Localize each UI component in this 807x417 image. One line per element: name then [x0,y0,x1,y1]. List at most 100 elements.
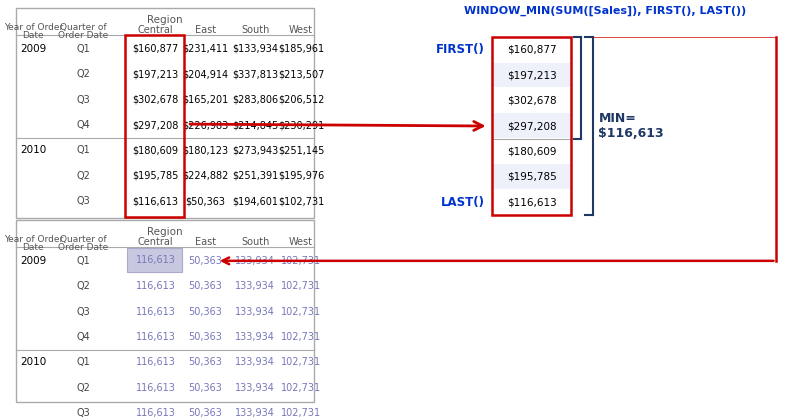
Text: $180,609: $180,609 [507,146,556,156]
Text: 116,613: 116,613 [136,256,176,266]
Text: Quarter of: Quarter of [60,23,107,33]
Text: 116,613: 116,613 [136,332,176,342]
Text: 133,934: 133,934 [235,332,275,342]
Bar [16,220,315,402]
Text: Q1: Q1 [76,256,90,266]
Text: 102,731: 102,731 [281,383,321,393]
Bar [17,248,313,273]
Text: 2010: 2010 [20,146,46,156]
Text: South: South [241,237,270,247]
Text: $213,507: $213,507 [278,69,324,79]
Text: 102,731: 102,731 [281,306,321,317]
Text: $230,291: $230,291 [278,120,324,130]
Text: $160,877: $160,877 [507,45,556,55]
Bar [16,8,315,218]
Text: $273,943: $273,943 [232,146,278,156]
Text: $165,201: $165,201 [182,95,228,105]
Bar [17,375,313,399]
Bar [493,139,570,163]
Text: $283,806: $283,806 [232,95,278,105]
Bar [17,87,313,111]
Text: $50,363: $50,363 [186,196,225,206]
Bar [17,138,313,162]
Text: Order Date: Order Date [58,243,108,252]
Text: Date: Date [23,31,44,40]
Text: 50,363: 50,363 [189,306,223,317]
Text: West: West [289,237,313,247]
Text: Year of Order: Year of Order [3,236,63,244]
Text: 116,613: 116,613 [136,383,176,393]
Text: $180,609: $180,609 [132,146,178,156]
Text: 116,613: 116,613 [136,281,176,291]
Text: $180,123: $180,123 [182,146,228,156]
Text: $251,145: $251,145 [278,146,324,156]
Text: $133,934: $133,934 [232,44,278,54]
Bar [17,350,313,374]
Bar [493,113,570,138]
Bar [493,164,570,188]
Text: $116,613: $116,613 [507,197,556,207]
Text: Quarter of: Quarter of [60,236,107,244]
Text: $197,213: $197,213 [132,69,179,79]
Text: Q3: Q3 [76,95,90,105]
Text: Year of Order: Year of Order [3,23,63,33]
Text: 50,363: 50,363 [189,383,223,393]
Bar [127,248,182,271]
Text: $297,208: $297,208 [507,121,556,131]
Text: 133,934: 133,934 [235,408,275,417]
Bar [17,299,313,323]
Bar [17,401,313,417]
Bar [493,88,570,112]
Text: 102,731: 102,731 [281,357,321,367]
Bar [17,112,313,137]
Text: $226,983: $226,983 [182,120,228,130]
Text: Q3: Q3 [76,306,90,317]
Bar [17,36,313,60]
Text: 50,363: 50,363 [189,332,223,342]
Text: 50,363: 50,363 [189,256,223,266]
Text: $224,882: $224,882 [182,171,228,181]
Text: $116,613: $116,613 [132,196,178,206]
Text: Q3: Q3 [76,408,90,417]
Text: 133,934: 133,934 [235,383,275,393]
Bar [17,163,313,188]
Bar [17,62,313,86]
Text: Order Date: Order Date [58,31,108,40]
Text: FIRST(): FIRST() [436,43,485,56]
Text: Q2: Q2 [76,383,90,393]
Text: Q1: Q1 [76,357,90,367]
Text: $206,512: $206,512 [278,95,324,105]
Bar [125,35,184,217]
Text: Region: Region [148,226,183,236]
Bar [493,37,570,62]
Text: $160,877: $160,877 [132,44,179,54]
Text: Q2: Q2 [76,171,90,181]
Text: West: West [289,25,313,35]
Bar [17,274,313,298]
Text: 102,731: 102,731 [281,408,321,417]
Text: 116,613: 116,613 [136,408,176,417]
Text: Q1: Q1 [76,44,90,54]
Text: $204,914: $204,914 [182,69,228,79]
Text: $337,813: $337,813 [232,69,278,79]
Text: $185,961: $185,961 [278,44,324,54]
Text: $231,411: $231,411 [182,44,228,54]
Text: $195,785: $195,785 [507,172,556,182]
Text: $297,208: $297,208 [132,120,179,130]
Text: WINDOW_MIN(SUM([Sales]), FIRST(), LAST()): WINDOW_MIN(SUM([Sales]), FIRST(), LAST()… [464,6,746,16]
Text: $194,601: $194,601 [232,196,278,206]
Bar [492,37,571,215]
Text: 116,613: 116,613 [136,306,176,317]
Text: 102,731: 102,731 [281,256,321,266]
Text: 133,934: 133,934 [235,306,275,317]
Text: 2010: 2010 [20,357,46,367]
Text: 116,613: 116,613 [136,255,176,265]
Text: 133,934: 133,934 [235,256,275,266]
Text: 133,934: 133,934 [235,357,275,367]
Bar [493,189,570,214]
Text: 50,363: 50,363 [189,408,223,417]
Text: 2009: 2009 [20,256,46,266]
Bar [493,63,570,87]
Text: 50,363: 50,363 [189,357,223,367]
Text: $251,391: $251,391 [232,171,278,181]
